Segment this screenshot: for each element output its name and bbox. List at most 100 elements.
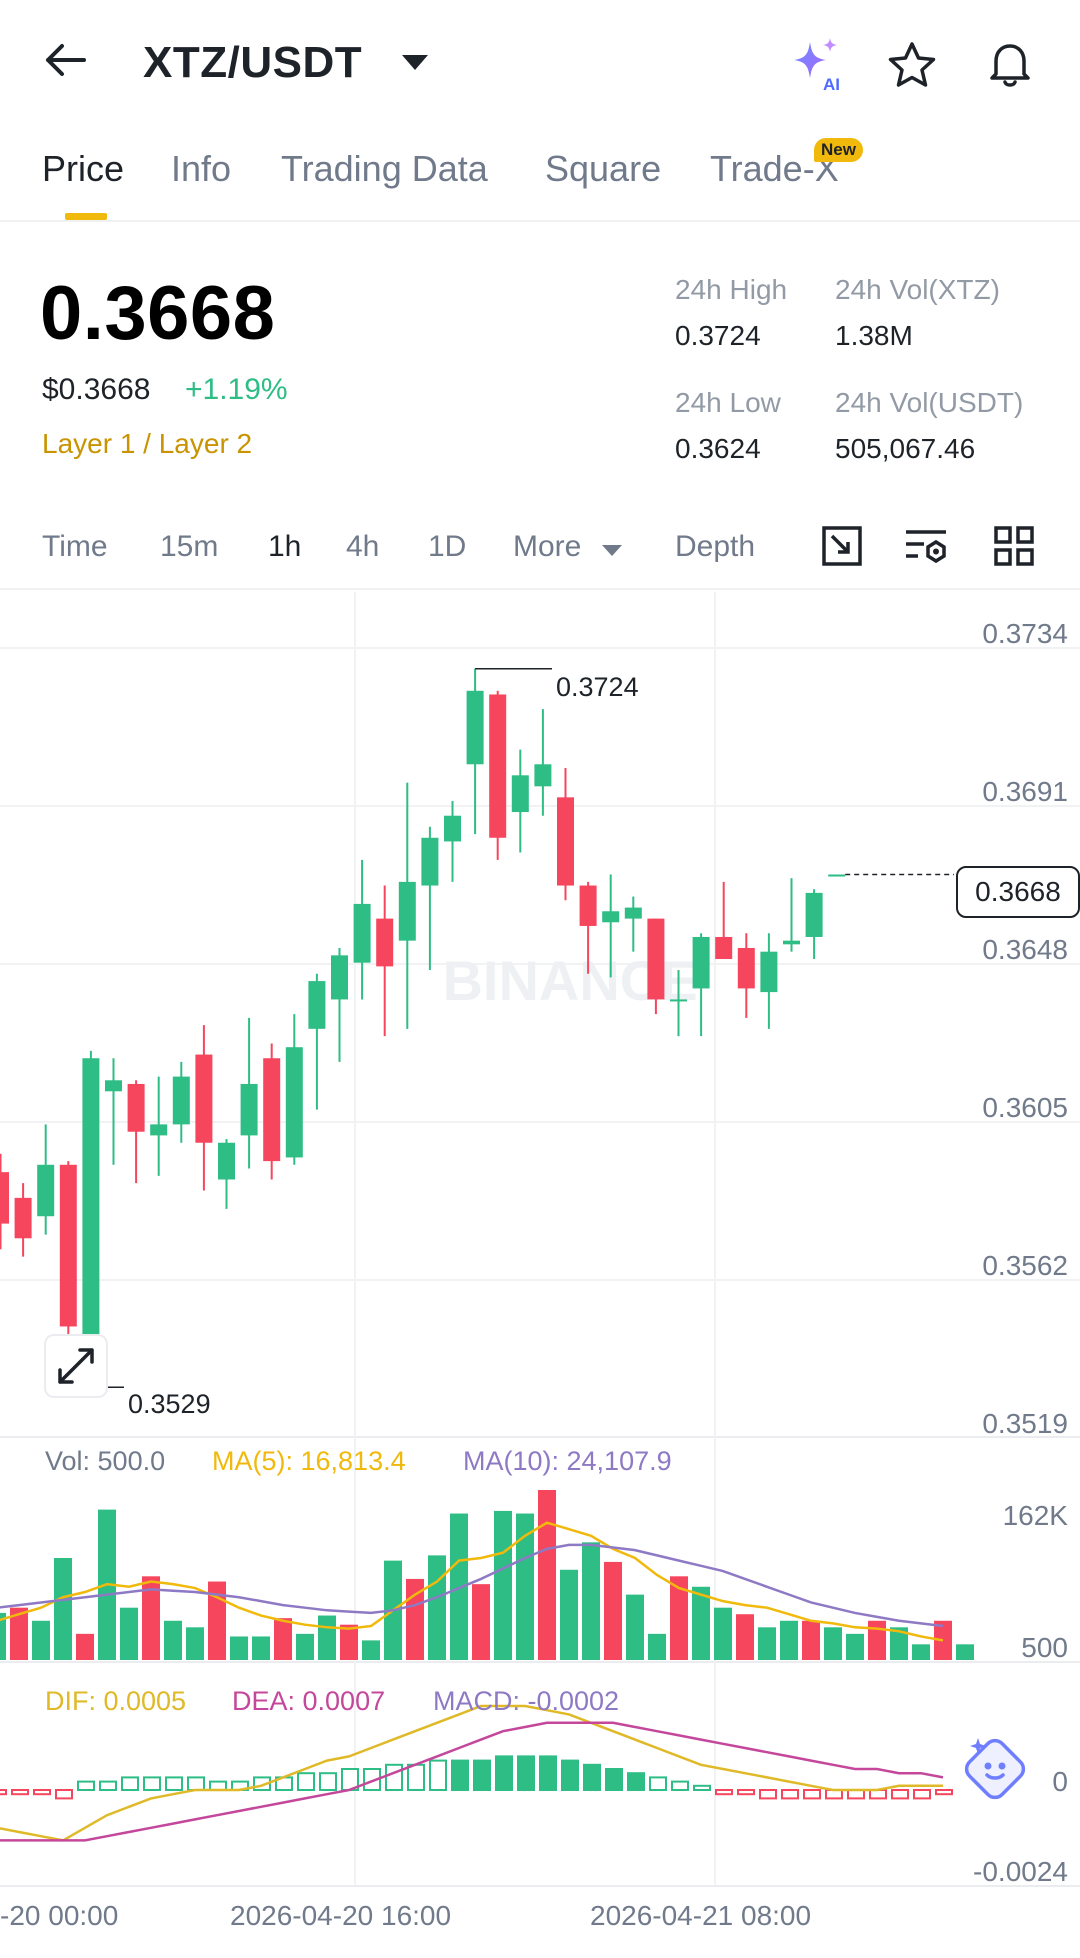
ma10-line xyxy=(0,1543,944,1628)
candle-body xyxy=(59,1164,77,1327)
candle-body xyxy=(105,1080,122,1092)
candle-body xyxy=(760,951,778,993)
macd-bar xyxy=(319,1772,337,1791)
candle-body xyxy=(444,815,461,842)
vol-quote-value: 505,067.46 xyxy=(835,433,976,464)
candle-body xyxy=(489,694,507,838)
caret-down-icon[interactable] xyxy=(402,55,428,70)
tf-depth[interactable]: Depth xyxy=(675,530,756,563)
category-tags[interactable]: Layer 1 / Layer 2 xyxy=(42,428,253,459)
volume-bar xyxy=(824,1627,842,1660)
tf-more[interactable]: More xyxy=(513,530,582,563)
macd-bar xyxy=(693,1784,711,1792)
tab-trading-data[interactable]: Trading Data xyxy=(281,148,488,189)
tf-time[interactable]: Time xyxy=(42,530,108,563)
vol-base-value: 1.38M xyxy=(835,320,913,351)
price-axis-5: 0.3519 xyxy=(982,1408,1068,1439)
usd-price: $0.3668 xyxy=(42,373,151,406)
volume-bar xyxy=(252,1636,270,1660)
assistant-bot-button[interactable] xyxy=(960,1732,1030,1802)
volume-bar xyxy=(318,1615,336,1660)
macd-bar xyxy=(495,1755,513,1792)
volume-bar xyxy=(362,1640,380,1660)
tf-1d[interactable]: 1D xyxy=(428,530,467,563)
layout-button[interactable] xyxy=(990,522,1038,570)
macd-bar xyxy=(451,1759,469,1791)
back-button[interactable] xyxy=(40,40,100,90)
volume-bar xyxy=(186,1627,204,1660)
tab-price[interactable]: Price xyxy=(42,148,125,189)
tab-bar: Price Info Trading Data Square Trade-X N… xyxy=(0,130,1080,222)
macd-bar xyxy=(539,1755,557,1792)
indicator-settings-button[interactable] xyxy=(902,522,950,570)
expand-chart-button[interactable] xyxy=(44,1334,108,1398)
tab-square[interactable]: Square xyxy=(545,148,662,189)
macd-bar xyxy=(121,1776,139,1792)
volume-bar xyxy=(428,1555,446,1660)
volume-bar xyxy=(230,1636,248,1660)
high-24h-value: 0.3724 xyxy=(675,320,761,351)
indicator-settings-icon xyxy=(906,530,946,564)
robot-assistant-icon xyxy=(964,1738,1026,1800)
macd-bar xyxy=(825,1789,843,1800)
macd-bar xyxy=(671,1780,689,1791)
low-24h-value: 0.3624 xyxy=(675,433,761,464)
macd-bar xyxy=(605,1768,623,1791)
macd-bar xyxy=(759,1789,777,1800)
volume-layer xyxy=(0,1490,974,1660)
volume-bar xyxy=(516,1513,534,1660)
candle-body xyxy=(37,1164,55,1217)
macd-layer xyxy=(0,1704,953,1842)
dea-legend: DEA: 0.0007 xyxy=(232,1686,386,1716)
volume-bar xyxy=(604,1561,622,1660)
volume-bar xyxy=(692,1586,710,1660)
new-badge: New xyxy=(814,138,863,162)
macd-bar xyxy=(33,1789,51,1796)
volume-bar xyxy=(208,1581,226,1660)
macd-bar xyxy=(803,1789,821,1800)
tf-4h[interactable]: 4h xyxy=(346,530,380,563)
volume-bar xyxy=(582,1542,600,1660)
macd-bar xyxy=(297,1772,315,1791)
volume-bar xyxy=(736,1614,754,1660)
volume-bar xyxy=(494,1510,512,1660)
candle-body xyxy=(624,907,642,919)
candle-body xyxy=(737,948,755,989)
candle-body xyxy=(218,1142,235,1180)
macd-bar xyxy=(935,1789,953,1796)
tab-info[interactable]: Info xyxy=(171,148,232,189)
macd-bar xyxy=(0,1789,7,1796)
date-label-0: -20 00:00 xyxy=(0,1900,119,1931)
volume-bar xyxy=(54,1558,72,1660)
tf-15m[interactable]: 15m xyxy=(160,530,219,563)
candle-body xyxy=(353,903,371,963)
pair-title[interactable]: XTZ/USDT xyxy=(143,38,363,87)
favorite-button[interactable] xyxy=(884,38,940,94)
ai-label: AI xyxy=(823,75,840,94)
tf-1h[interactable]: 1h xyxy=(268,530,302,563)
alert-button[interactable] xyxy=(982,36,1038,92)
volume-bar xyxy=(648,1633,666,1660)
volume-bar xyxy=(956,1644,974,1660)
macd-bar xyxy=(583,1763,601,1792)
ai-button[interactable]: AI xyxy=(786,34,846,94)
macd-bar xyxy=(517,1755,535,1792)
volume-bar xyxy=(296,1633,314,1660)
volume-bar xyxy=(164,1620,182,1660)
volume-bar xyxy=(780,1620,798,1660)
dif-line xyxy=(0,1704,943,1842)
back-arrow-icon xyxy=(46,44,86,76)
ma5-legend: MA(5): 16,813.4 xyxy=(212,1446,406,1476)
ma10-legend: MA(10): 24,107.9 xyxy=(463,1446,672,1476)
candle-body xyxy=(670,999,687,1002)
low-marker-label: 0.3529 xyxy=(128,1389,211,1419)
star-icon xyxy=(888,42,936,87)
dif-legend: DIF: 0.0005 xyxy=(45,1686,187,1716)
current-price-tag: 0.3668 xyxy=(956,866,1080,918)
volume-bar xyxy=(10,1607,28,1660)
macd-axis-bottom: -0.0024 xyxy=(973,1856,1068,1887)
ai-sparkle-icon: AI xyxy=(794,38,840,94)
fullscreen-button[interactable] xyxy=(818,522,866,570)
candle-body xyxy=(602,911,620,923)
